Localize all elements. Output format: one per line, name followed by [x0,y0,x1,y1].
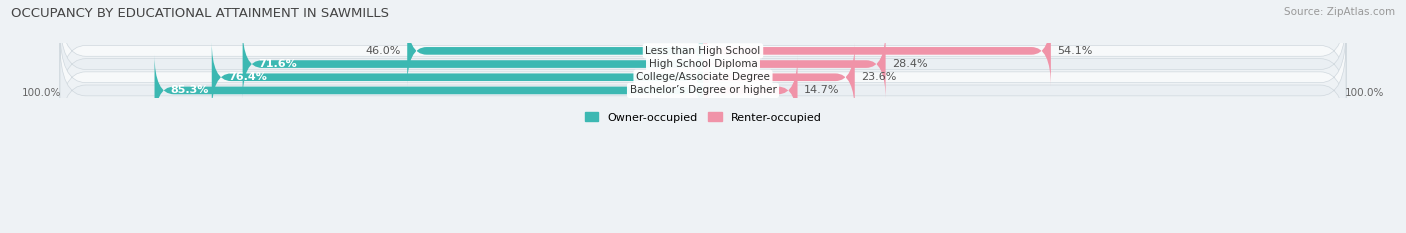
Legend: Owner-occupied, Renter-occupied: Owner-occupied, Renter-occupied [581,108,825,127]
FancyBboxPatch shape [155,55,703,126]
FancyBboxPatch shape [60,43,1346,138]
Text: Bachelor’s Degree or higher: Bachelor’s Degree or higher [630,86,776,96]
FancyBboxPatch shape [60,3,1346,98]
Text: 100.0%: 100.0% [1346,88,1385,98]
Text: 23.6%: 23.6% [862,72,897,82]
Text: 71.6%: 71.6% [259,59,298,69]
Text: 100.0%: 100.0% [21,88,60,98]
Text: 28.4%: 28.4% [891,59,928,69]
FancyBboxPatch shape [703,28,886,100]
FancyBboxPatch shape [703,15,1050,87]
Text: 76.4%: 76.4% [228,72,267,82]
FancyBboxPatch shape [60,30,1346,125]
FancyBboxPatch shape [408,15,703,87]
Text: High School Diploma: High School Diploma [648,59,758,69]
FancyBboxPatch shape [243,28,703,100]
Text: 46.0%: 46.0% [366,46,401,56]
FancyBboxPatch shape [703,55,797,126]
Text: Less than High School: Less than High School [645,46,761,56]
FancyBboxPatch shape [703,41,855,113]
Text: 14.7%: 14.7% [804,86,839,96]
FancyBboxPatch shape [212,41,703,113]
Text: OCCUPANCY BY EDUCATIONAL ATTAINMENT IN SAWMILLS: OCCUPANCY BY EDUCATIONAL ATTAINMENT IN S… [11,7,389,20]
Text: College/Associate Degree: College/Associate Degree [636,72,770,82]
Text: Source: ZipAtlas.com: Source: ZipAtlas.com [1284,7,1395,17]
FancyBboxPatch shape [60,17,1346,111]
Text: 54.1%: 54.1% [1057,46,1092,56]
Text: 85.3%: 85.3% [170,86,209,96]
